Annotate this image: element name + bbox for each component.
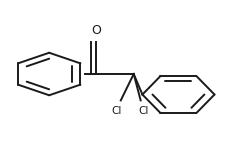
Text: Cl: Cl [138,106,149,116]
Text: O: O [92,24,101,37]
Text: Cl: Cl [111,106,122,116]
